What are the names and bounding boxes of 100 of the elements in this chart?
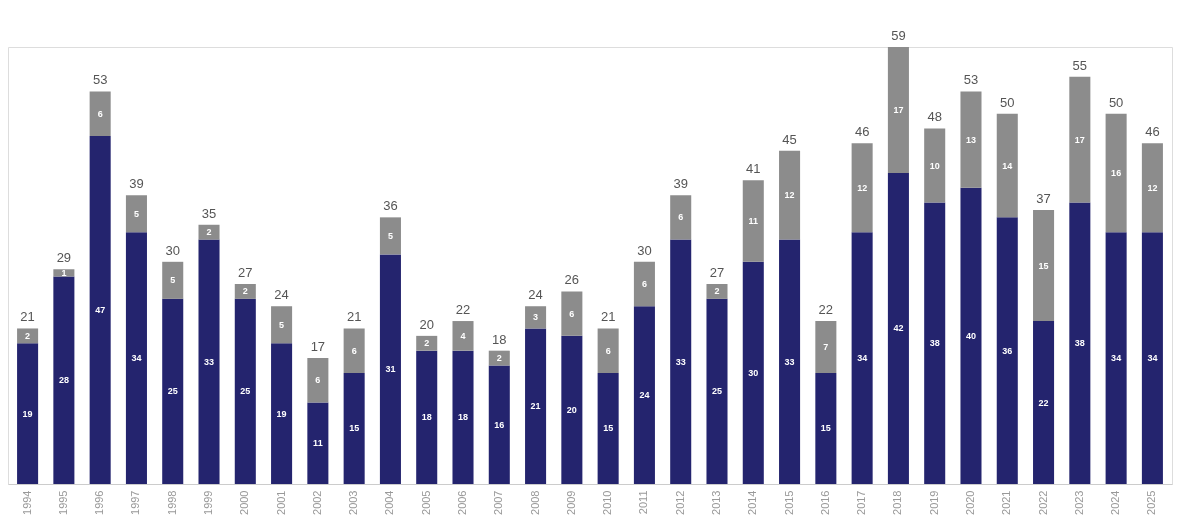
total-label: 53 <box>92 72 108 88</box>
data-label: 25 <box>167 386 178 397</box>
data-label: 15 <box>603 423 614 434</box>
data-label: 2 <box>496 353 502 364</box>
data-label: 6 <box>641 279 647 290</box>
total-label: 29 <box>56 250 72 266</box>
data-label: 5 <box>133 208 139 219</box>
total-label: 59 <box>891 28 906 43</box>
x-tick-label: 1999 <box>202 490 215 515</box>
total-label: 22 <box>818 302 834 318</box>
bar <box>742 261 764 484</box>
x-tick-label: 2018 <box>891 490 904 515</box>
bar <box>1033 209 1055 322</box>
data-label: 3 <box>533 312 539 323</box>
bar <box>887 47 909 173</box>
total-label: 17 <box>310 339 326 355</box>
x-tick-label: 2004 <box>383 490 396 515</box>
bar <box>343 372 365 484</box>
data-label: 5 <box>170 275 176 286</box>
bar <box>670 195 692 240</box>
data-label: 16 <box>494 419 505 430</box>
bar <box>379 217 401 255</box>
bar <box>1141 143 1163 233</box>
total-label: 50 <box>1108 94 1124 110</box>
data-label: 33 <box>675 356 686 367</box>
x-tick-label: 2024 <box>1109 490 1122 515</box>
bar <box>779 150 801 240</box>
bar <box>307 358 329 403</box>
data-label: 16 <box>1111 167 1122 178</box>
bar <box>706 298 728 484</box>
total-label: 27 <box>709 265 725 281</box>
data-label: 12 <box>1147 182 1158 193</box>
bar <box>1141 232 1163 484</box>
x-tick-label: 1997 <box>129 490 142 515</box>
bar <box>416 335 438 351</box>
bar <box>53 276 75 484</box>
total-label: 36 <box>383 198 398 214</box>
total-label: 18 <box>492 331 507 347</box>
data-label: 18 <box>458 412 469 423</box>
total-label: 55 <box>1072 57 1088 73</box>
data-label: 25 <box>711 386 722 397</box>
data-label: 24 <box>639 390 650 401</box>
x-tick-label: 2019 <box>927 490 940 515</box>
data-label: 31 <box>385 364 396 375</box>
total-label: 53 <box>963 72 979 88</box>
bar <box>779 239 801 484</box>
x-tick-label: 2022 <box>1036 490 1049 515</box>
data-label: 2 <box>206 227 212 238</box>
bar <box>271 306 293 344</box>
x-tick-label: 2008 <box>528 490 541 515</box>
data-label: 38 <box>929 338 940 349</box>
data-label: 10 <box>929 160 940 171</box>
bar <box>996 113 1018 218</box>
data-label: 7 <box>823 341 829 352</box>
bar <box>53 269 75 277</box>
bar <box>525 328 547 484</box>
total-label: 50 <box>1000 94 1015 110</box>
x-tick-label: 2013 <box>709 490 722 515</box>
bar <box>887 172 909 484</box>
data-label: 6 <box>678 212 684 223</box>
x-tick-label: 2011 <box>637 490 650 515</box>
data-label: 34 <box>1147 353 1158 364</box>
x-tick-label: 1995 <box>56 490 69 515</box>
x-tick-label: 2014 <box>746 490 759 515</box>
bar <box>996 217 1018 484</box>
data-label: 34 <box>857 353 868 364</box>
total-label: 24 <box>528 287 543 303</box>
data-label: 47 <box>95 304 106 315</box>
bar <box>815 321 837 373</box>
bar <box>379 254 401 484</box>
x-tick-label: 2020 <box>963 490 976 515</box>
data-label: 1 <box>61 267 67 278</box>
x-tick-label: 2015 <box>782 490 795 515</box>
bar <box>597 328 619 373</box>
bar <box>561 335 583 484</box>
bar <box>125 232 147 484</box>
bar <box>234 284 256 299</box>
data-label: 33 <box>784 356 795 367</box>
data-label: 6 <box>351 345 357 356</box>
data-label: 6 <box>605 345 611 356</box>
data-label: 18 <box>421 412 432 423</box>
bar <box>271 343 293 484</box>
data-label: 2 <box>714 286 720 297</box>
bar <box>742 180 764 262</box>
data-label: 5 <box>279 319 285 330</box>
data-label: 33 <box>204 356 215 367</box>
bar <box>1069 76 1091 203</box>
total-label: 22 <box>455 302 471 318</box>
x-tick-label: 2010 <box>601 490 614 515</box>
total-label: 35 <box>201 205 217 221</box>
total-label: 21 <box>20 309 35 325</box>
total-label: 27 <box>238 265 253 281</box>
bar <box>525 306 547 329</box>
data-label: 19 <box>276 408 287 419</box>
bar <box>1105 232 1127 484</box>
total-label: 39 <box>129 176 144 192</box>
x-tick-label: 2000 <box>238 490 251 515</box>
bar <box>452 321 474 351</box>
x-tick-label: 1998 <box>165 490 178 515</box>
data-label: 22 <box>1038 397 1049 408</box>
